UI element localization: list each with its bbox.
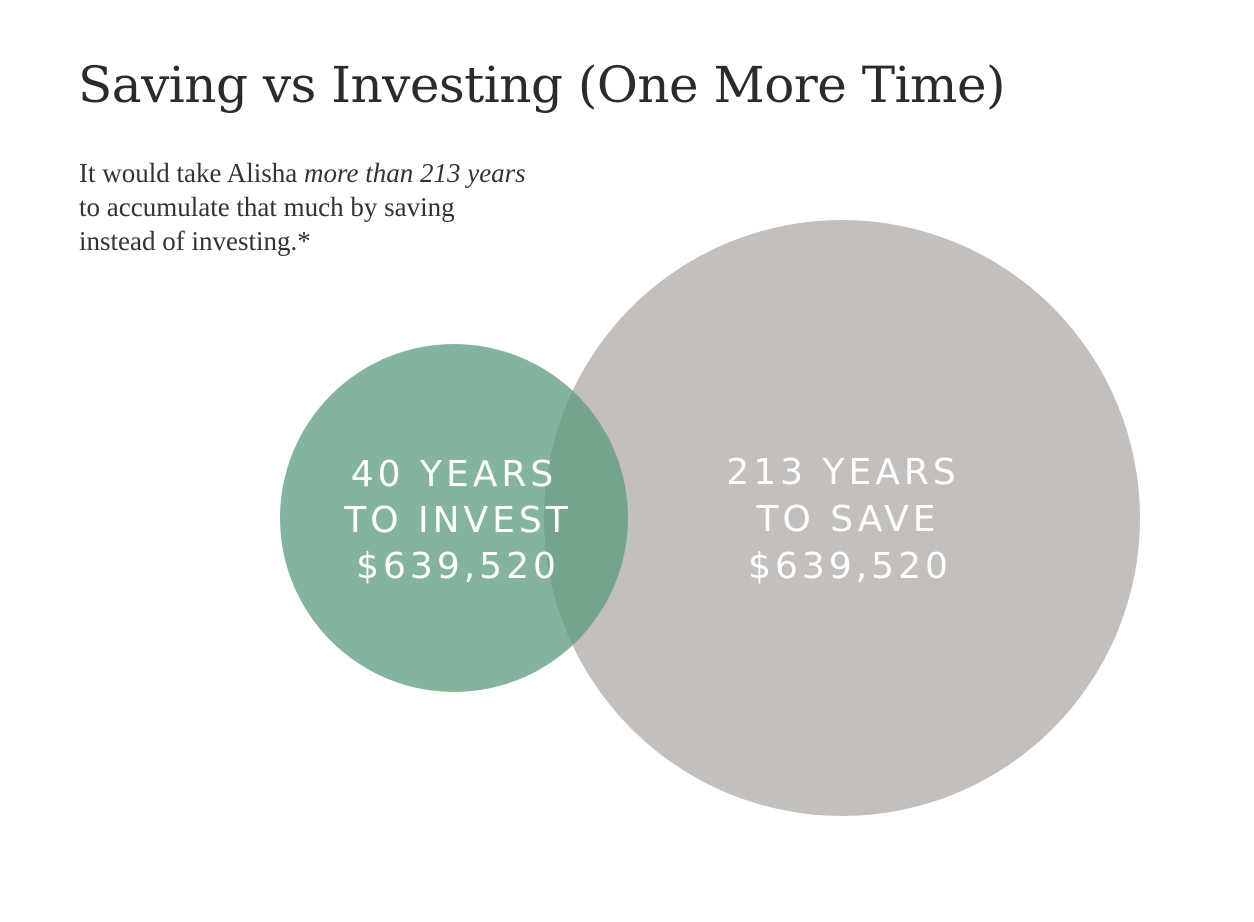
circle-label: $639,520 <box>356 546 560 587</box>
subtitle-emphasis: more than 213 years <box>303 158 526 188</box>
subtitle-text: to accumulate that much by saving instea… <box>79 192 455 256</box>
circle-label: $639,520 <box>748 546 952 587</box>
save-circle <box>544 220 1140 816</box>
circle-label: 40 YEARS <box>351 454 557 495</box>
circle-label: 213 YEARS <box>726 452 959 493</box>
circle-label: TO SAVE <box>756 499 940 540</box>
title: Saving vs Investing (One More Time) <box>78 56 1006 114</box>
subtitle-text: It would take Alisha <box>79 158 304 188</box>
circle-label: TO INVEST <box>343 500 572 541</box>
invest-circle <box>280 344 628 692</box>
subtitle: It would take Alisha more than 213 years… <box>79 156 529 258</box>
